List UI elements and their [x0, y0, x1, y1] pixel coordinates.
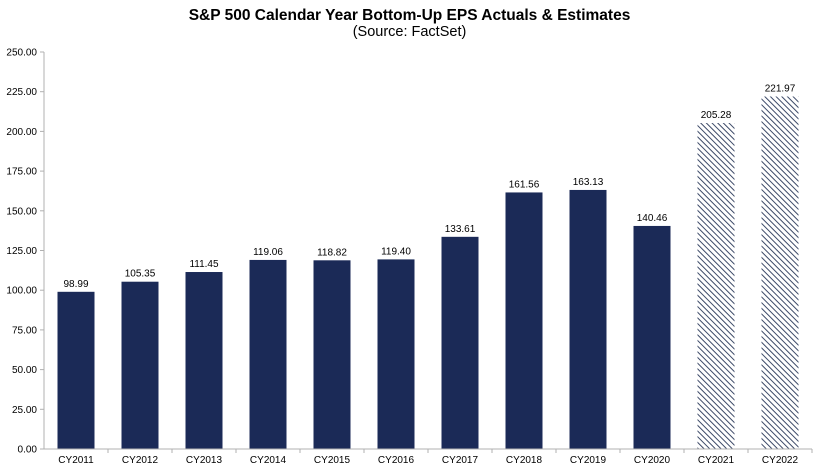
chart-subtitle: (Source: FactSet)	[352, 24, 467, 40]
y-tick-label: 125.00	[6, 246, 37, 257]
bar-actual	[633, 225, 671, 449]
y-tick-label: 25.00	[12, 405, 37, 416]
data-label: 163.13	[573, 177, 604, 188]
x-tick-label: CY2015	[314, 455, 351, 466]
y-tick-label: 150.00	[6, 206, 37, 217]
data-label: 118.82	[317, 247, 347, 258]
y-tick-label: 200.00	[6, 127, 37, 138]
x-tick-label: CY2021	[698, 455, 735, 466]
x-tick-label: CY2016	[378, 455, 415, 466]
x-tick-label: CY2019	[570, 455, 607, 466]
x-tick-label: CY2013	[186, 455, 223, 466]
bar-actual	[249, 259, 287, 449]
data-label: 119.06	[253, 247, 283, 258]
data-label: 133.61	[445, 224, 476, 235]
bar-actual	[121, 281, 159, 449]
bars	[57, 96, 799, 450]
data-label: 105.35	[125, 269, 156, 280]
x-tick-label: CY2014	[250, 455, 287, 466]
bar-estimate	[697, 123, 735, 450]
bar-actual	[377, 259, 415, 449]
y-tick-label: 225.00	[6, 87, 37, 98]
data-label: 205.28	[701, 110, 732, 121]
bar-actual	[569, 189, 607, 449]
bar-actual	[313, 260, 351, 449]
data-label: 98.99	[63, 279, 88, 290]
y-tick-label: 100.00	[6, 286, 37, 297]
y-axis: 0.00 25.00 50.00 75.00 100.00 125.00 150.00 175…	[6, 48, 45, 456]
y-tick-label: 175.00	[6, 167, 37, 178]
y-tick-label: 250.00	[6, 48, 37, 59]
bar-actual	[57, 291, 95, 449]
x-axis: CY2011 CY2012 CY2013 CY2014 CY2015 CY2016 CY20…	[44, 448, 813, 466]
chart-title: S&P 500 Calendar Year Bottom-Up EPS Actu…	[188, 7, 631, 24]
x-tick-label: CY2011	[58, 455, 94, 466]
y-tick-label: 0.00	[18, 445, 38, 456]
data-label: 140.46	[637, 213, 668, 224]
x-tick-label: CY2020	[634, 455, 671, 466]
x-tick-label: CY2022	[762, 455, 799, 466]
bar-actual	[441, 236, 479, 449]
value-labels: 98.99 105.35 111.45 119.06 118.82 119.40 133.6…	[63, 84, 795, 290]
data-label: 111.45	[189, 259, 219, 270]
data-label: 161.56	[509, 179, 540, 190]
x-tick-label: CY2018	[506, 455, 543, 466]
x-tick-label: CY2017	[442, 455, 479, 466]
y-tick-label: 75.00	[12, 325, 37, 336]
bar-actual	[505, 192, 543, 449]
bar-actual	[185, 272, 223, 449]
bar-estimate	[761, 96, 799, 449]
data-label: 221.97	[765, 84, 796, 95]
data-label: 119.40	[381, 246, 411, 257]
x-tick-label: CY2012	[122, 455, 159, 466]
y-tick-label: 50.00	[12, 365, 37, 376]
